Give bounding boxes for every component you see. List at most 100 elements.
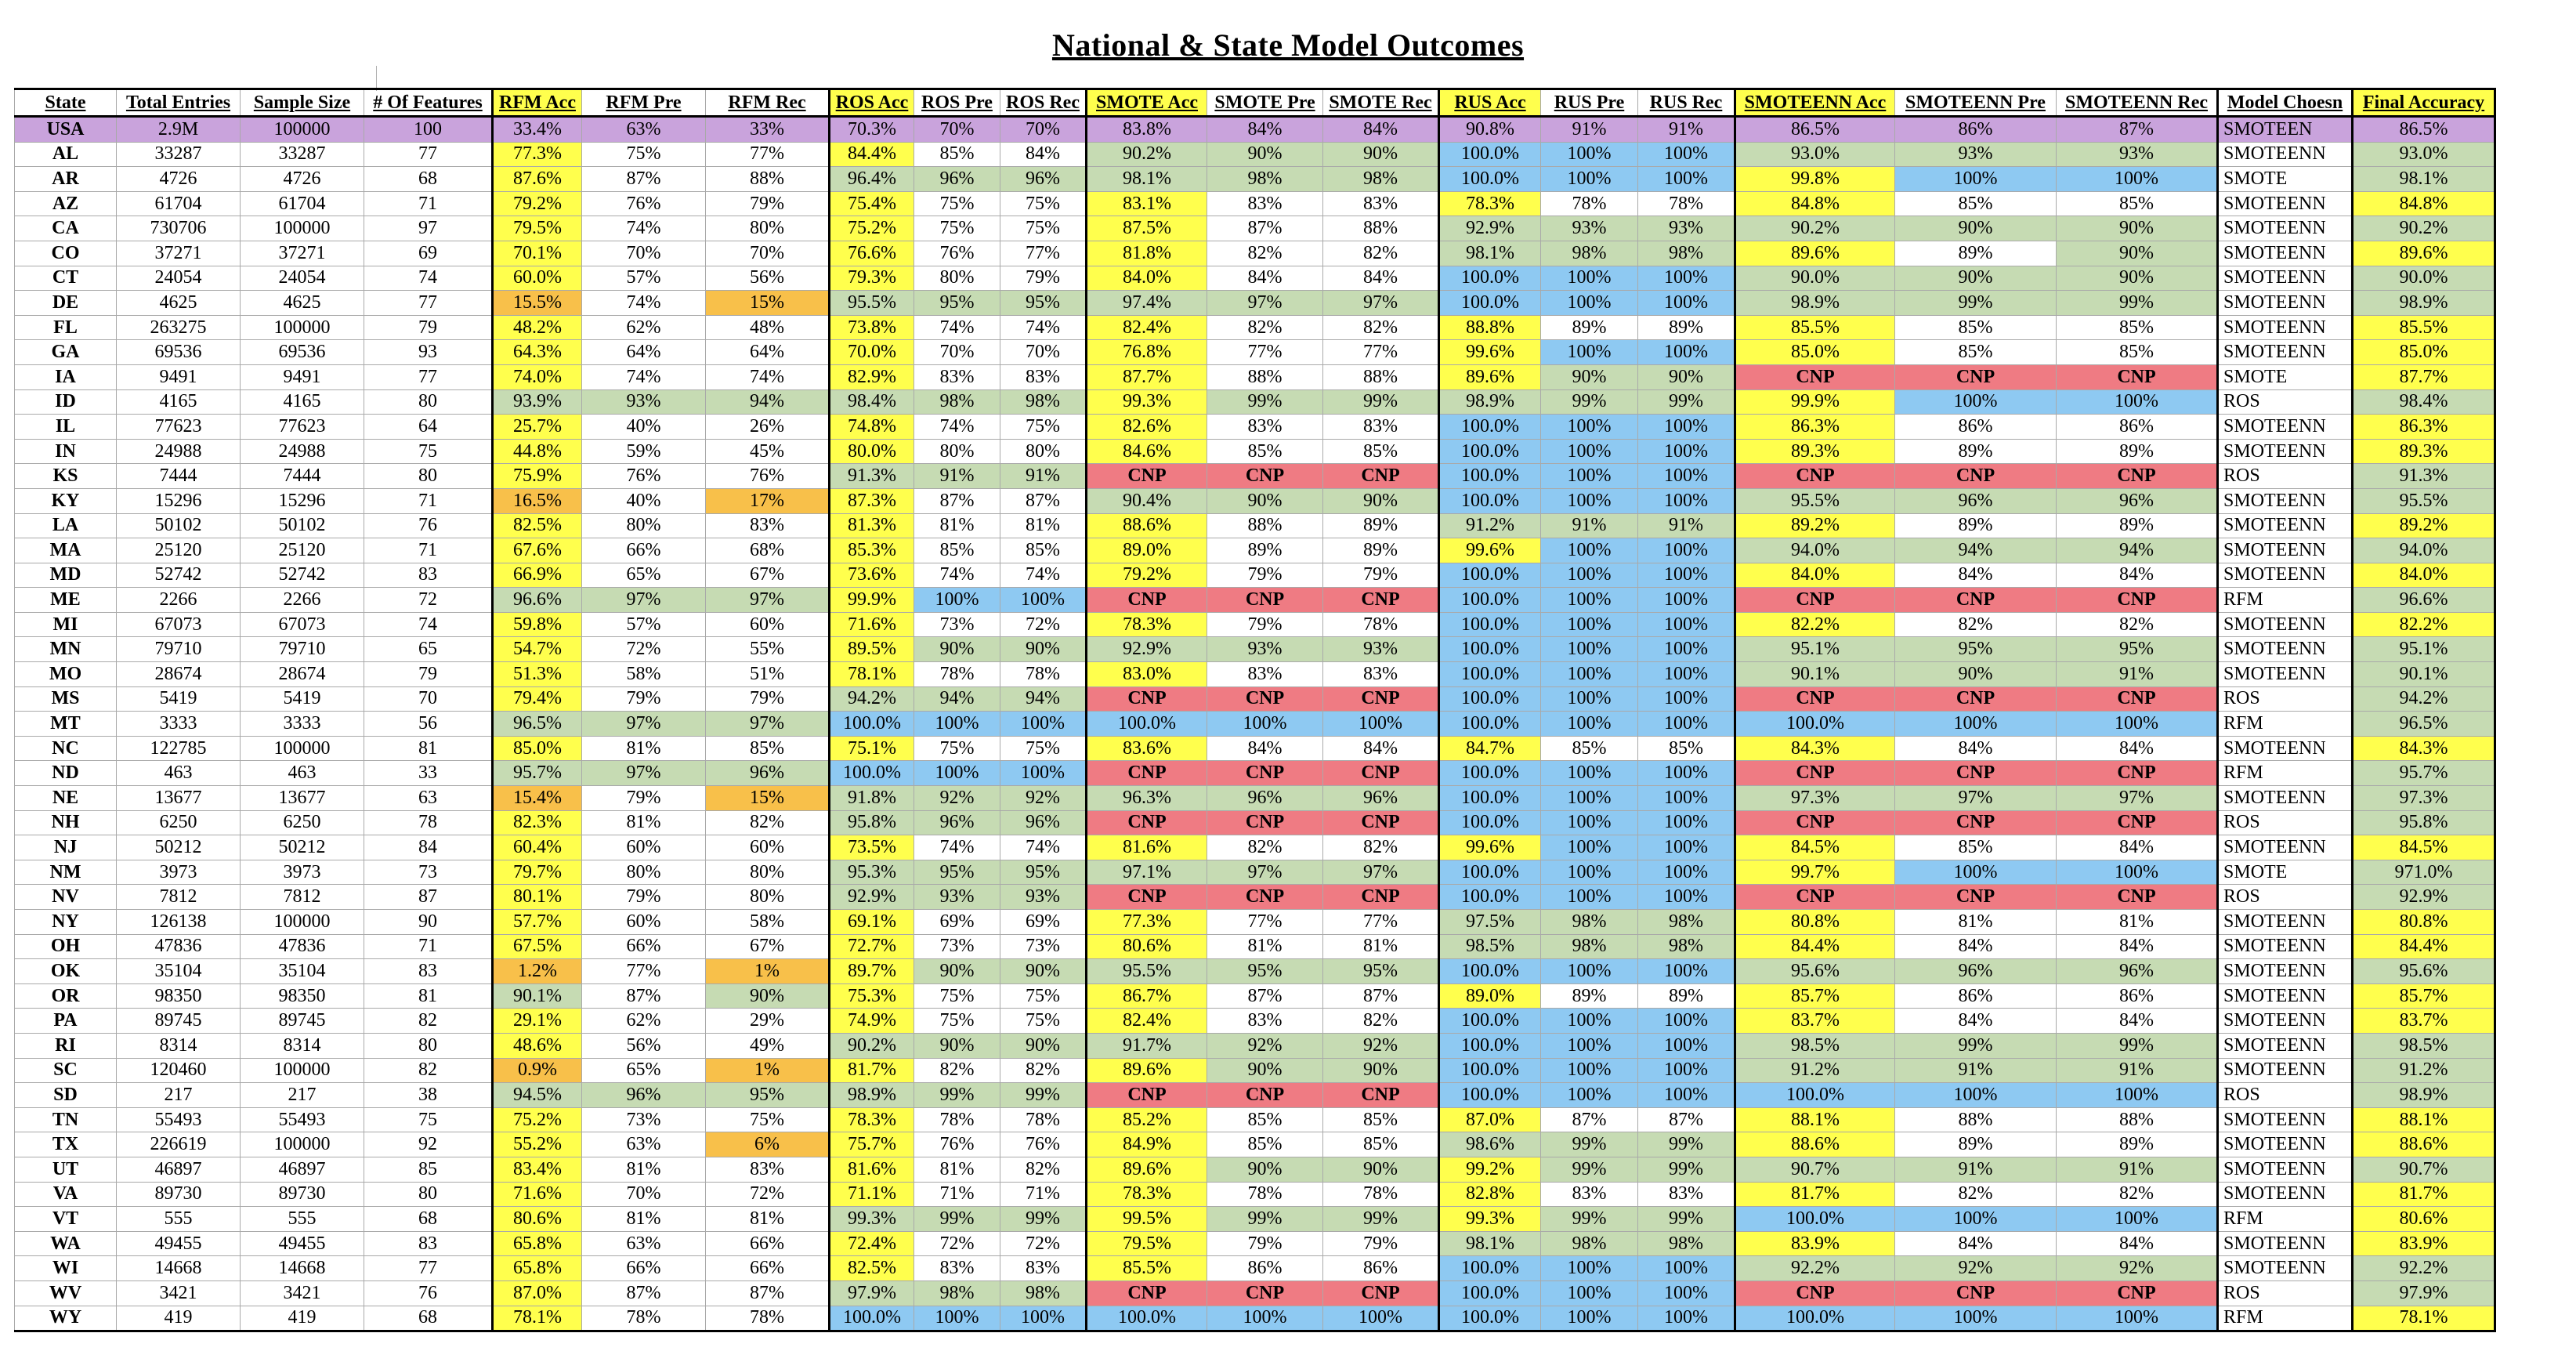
ros-acc-cell: 95.5% <box>828 290 914 316</box>
smoteenn-pre-cell: 84% <box>1894 1230 2057 1257</box>
smote-rec-cell: 88% <box>1322 216 1439 241</box>
column-header-ros-pre: ROS Pre <box>914 88 1000 118</box>
sample-size-cell: 50212 <box>240 835 364 860</box>
ros-pre-cell: 90% <box>914 1032 1000 1059</box>
model-chosen-cell: SMOTEENN <box>2216 835 2353 860</box>
smote-pre-cell: 90% <box>1207 1156 1323 1183</box>
rus-rec-cell: 100% <box>1637 463 1735 489</box>
rus-rec-cell: 100% <box>1637 958 1735 984</box>
rfm-rec-cell: 26% <box>705 414 830 440</box>
sample-size-cell: 89745 <box>240 1008 364 1034</box>
rfm-pre-cell: 78% <box>581 1305 706 1333</box>
rus-pre-cell: 100% <box>1540 339 1638 365</box>
rfm-acc-cell: 51.3% <box>491 661 582 687</box>
ros-acc-cell: 81.7% <box>828 1057 914 1084</box>
rus-pre-cell: 100% <box>1540 438 1638 465</box>
ros-rec-cell: 81% <box>1000 513 1087 539</box>
rus-rec-cell: 90% <box>1637 364 1735 390</box>
state-cell: WI <box>14 1255 117 1281</box>
rus-rec-cell: 100% <box>1637 1082 1735 1108</box>
smote-pre-cell: 89% <box>1207 538 1323 563</box>
smoteenn-pre-cell: 100% <box>1894 1082 2057 1108</box>
total-entries-cell: 6250 <box>116 810 241 836</box>
smote-rec-cell: 97% <box>1322 290 1439 316</box>
page-title: National & State Model Outcomes <box>1051 27 1525 63</box>
rus-acc-cell: 98.1% <box>1438 1230 1541 1257</box>
smote-acc-cell: CNP <box>1085 463 1207 489</box>
final-accuracy-cell: 92.9% <box>2351 884 2496 910</box>
final-accuracy-cell: 80.8% <box>2351 909 2496 935</box>
ros-pre-cell: 80% <box>914 438 1000 465</box>
smoteenn-acc-cell: CNP <box>1734 463 1895 489</box>
rfm-acc-cell: 48.6% <box>491 1032 582 1059</box>
smoteenn-acc-cell: 84.4% <box>1734 933 1895 960</box>
table-row: VA 89730 89730 80 71.6% 70% 72% 71.1% 71% 71% 78.3… <box>14 1181 2496 1208</box>
ros-acc-cell: 100.0% <box>828 1305 914 1333</box>
ros-acc-cell: 76.6% <box>828 240 914 266</box>
sample-size-cell: 24988 <box>240 438 364 465</box>
smoteenn-rec-cell: 99% <box>2056 1032 2218 1059</box>
ros-pre-cell: 93% <box>914 884 1000 910</box>
rfm-acc-cell: 79.5% <box>491 216 582 241</box>
rfm-pre-cell: 65% <box>581 1057 706 1084</box>
ros-rec-cell: 75% <box>1000 983 1087 1009</box>
rfm-pre-cell: 70% <box>581 1181 706 1208</box>
smoteenn-rec-cell: CNP <box>2056 364 2218 390</box>
total-entries-cell: 4625 <box>116 290 241 316</box>
final-accuracy-cell: 90.0% <box>2351 265 2496 292</box>
column-header-rfm-acc: RFM Acc <box>491 88 582 118</box>
table-row: PA 89745 89745 82 29.1% 62% 29% 74.9% 75% 75% 82.4… <box>14 1008 2496 1034</box>
smoteenn-pre-cell: 92% <box>1894 1255 2057 1281</box>
smote-pre-cell: 90% <box>1207 487 1323 514</box>
model-chosen-cell: SMOTEENN <box>2216 216 2353 241</box>
smoteenn-rec-cell: 84% <box>2056 933 2218 960</box>
rfm-pre-cell: 81% <box>581 1206 706 1232</box>
rus-rec-cell: 98% <box>1637 1230 1735 1257</box>
features-cell: 64 <box>364 414 493 440</box>
smoteenn-pre-cell: 100% <box>1894 389 2057 415</box>
total-entries-cell: 50102 <box>116 513 241 539</box>
ros-rec-cell: 90% <box>1000 1032 1087 1059</box>
ros-acc-cell: 74.9% <box>828 1008 914 1034</box>
smote-acc-cell: 87.7% <box>1085 364 1207 390</box>
smote-rec-cell: 88% <box>1322 364 1439 390</box>
rus-acc-cell: 99.3% <box>1438 1206 1541 1232</box>
rfm-pre-cell: 64% <box>581 339 706 365</box>
model-chosen-cell: RFM <box>2216 1206 2353 1232</box>
state-cell: UT <box>14 1156 117 1183</box>
column-header-smote-acc: SMOTE Acc <box>1085 88 1207 118</box>
state-cell: CA <box>14 216 117 241</box>
ros-acc-cell: 80.0% <box>828 438 914 465</box>
smote-acc-cell: 99.5% <box>1085 1206 1207 1232</box>
rus-acc-cell: 100.0% <box>1438 810 1541 836</box>
rus-rec-cell: 78% <box>1637 190 1735 217</box>
smoteenn-rec-cell: 81% <box>2056 909 2218 935</box>
rus-acc-cell: 100.0% <box>1438 958 1541 984</box>
total-entries-cell: 2.9M <box>116 116 241 143</box>
final-accuracy-cell: 95.7% <box>2351 760 2496 787</box>
rfm-rec-cell: 94% <box>705 389 830 415</box>
features-cell: 81 <box>364 735 493 762</box>
features-cell: 63 <box>364 785 493 811</box>
smote-pre-cell: 90% <box>1207 1057 1323 1084</box>
features-cell: 75 <box>364 438 493 465</box>
model-chosen-cell: SMOTEENN <box>2216 513 2353 539</box>
smote-rec-cell: 83% <box>1322 190 1439 217</box>
state-cell: OR <box>14 983 117 1009</box>
smote-acc-cell: 98.1% <box>1085 166 1207 192</box>
rfm-acc-cell: 95.7% <box>491 760 582 787</box>
smote-pre-cell: CNP <box>1207 587 1323 613</box>
features-cell: 68 <box>364 1206 493 1232</box>
smoteenn-acc-cell: CNP <box>1734 364 1895 390</box>
model-chosen-cell: SMOTEENN <box>2216 1107 2353 1133</box>
smoteenn-rec-cell: 87% <box>2056 116 2218 143</box>
ros-acc-cell: 79.3% <box>828 265 914 292</box>
rfm-rec-cell: 85% <box>705 735 830 762</box>
sample-size-cell: 67073 <box>240 611 364 638</box>
rfm-rec-cell: 64% <box>705 339 830 365</box>
rfm-rec-cell: 60% <box>705 835 830 860</box>
rfm-acc-cell: 75.9% <box>491 463 582 489</box>
rus-rec-cell: 100% <box>1637 1255 1735 1281</box>
rfm-acc-cell: 87.0% <box>491 1280 582 1306</box>
final-accuracy-cell: 83.9% <box>2351 1230 2496 1257</box>
